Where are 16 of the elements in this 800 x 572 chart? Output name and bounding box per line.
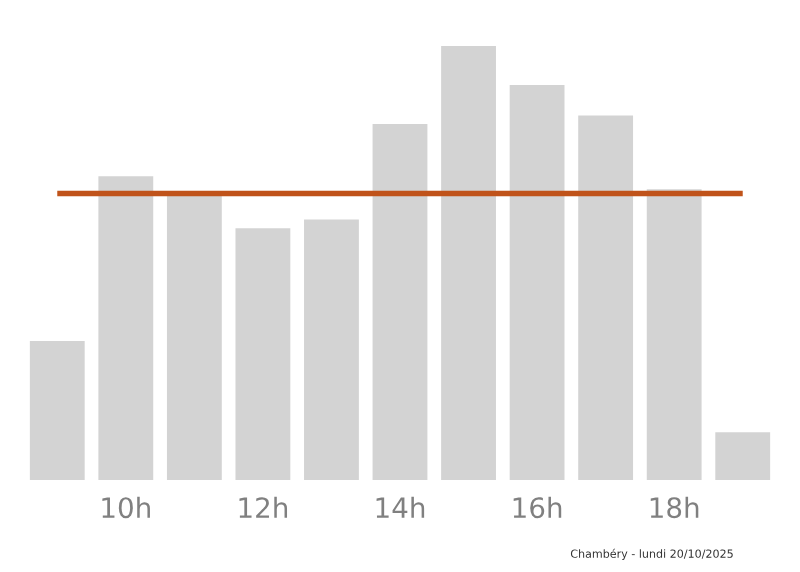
bar	[441, 46, 496, 480]
bar	[578, 115, 634, 480]
bar	[166, 193, 222, 480]
bar	[235, 228, 291, 480]
bar	[509, 85, 565, 480]
bar	[372, 124, 428, 480]
bar	[29, 341, 85, 480]
bar	[98, 176, 154, 480]
x-tick-label: 12h	[239, 496, 288, 518]
bar	[646, 189, 702, 480]
x-tick-label: 10h	[102, 496, 150, 519]
x-tick-label: 18h	[650, 496, 699, 519]
x-tick-label: 16h	[513, 496, 562, 519]
bar	[715, 432, 771, 480]
x-tick-label: 14h	[376, 496, 425, 518]
bar	[304, 219, 359, 480]
